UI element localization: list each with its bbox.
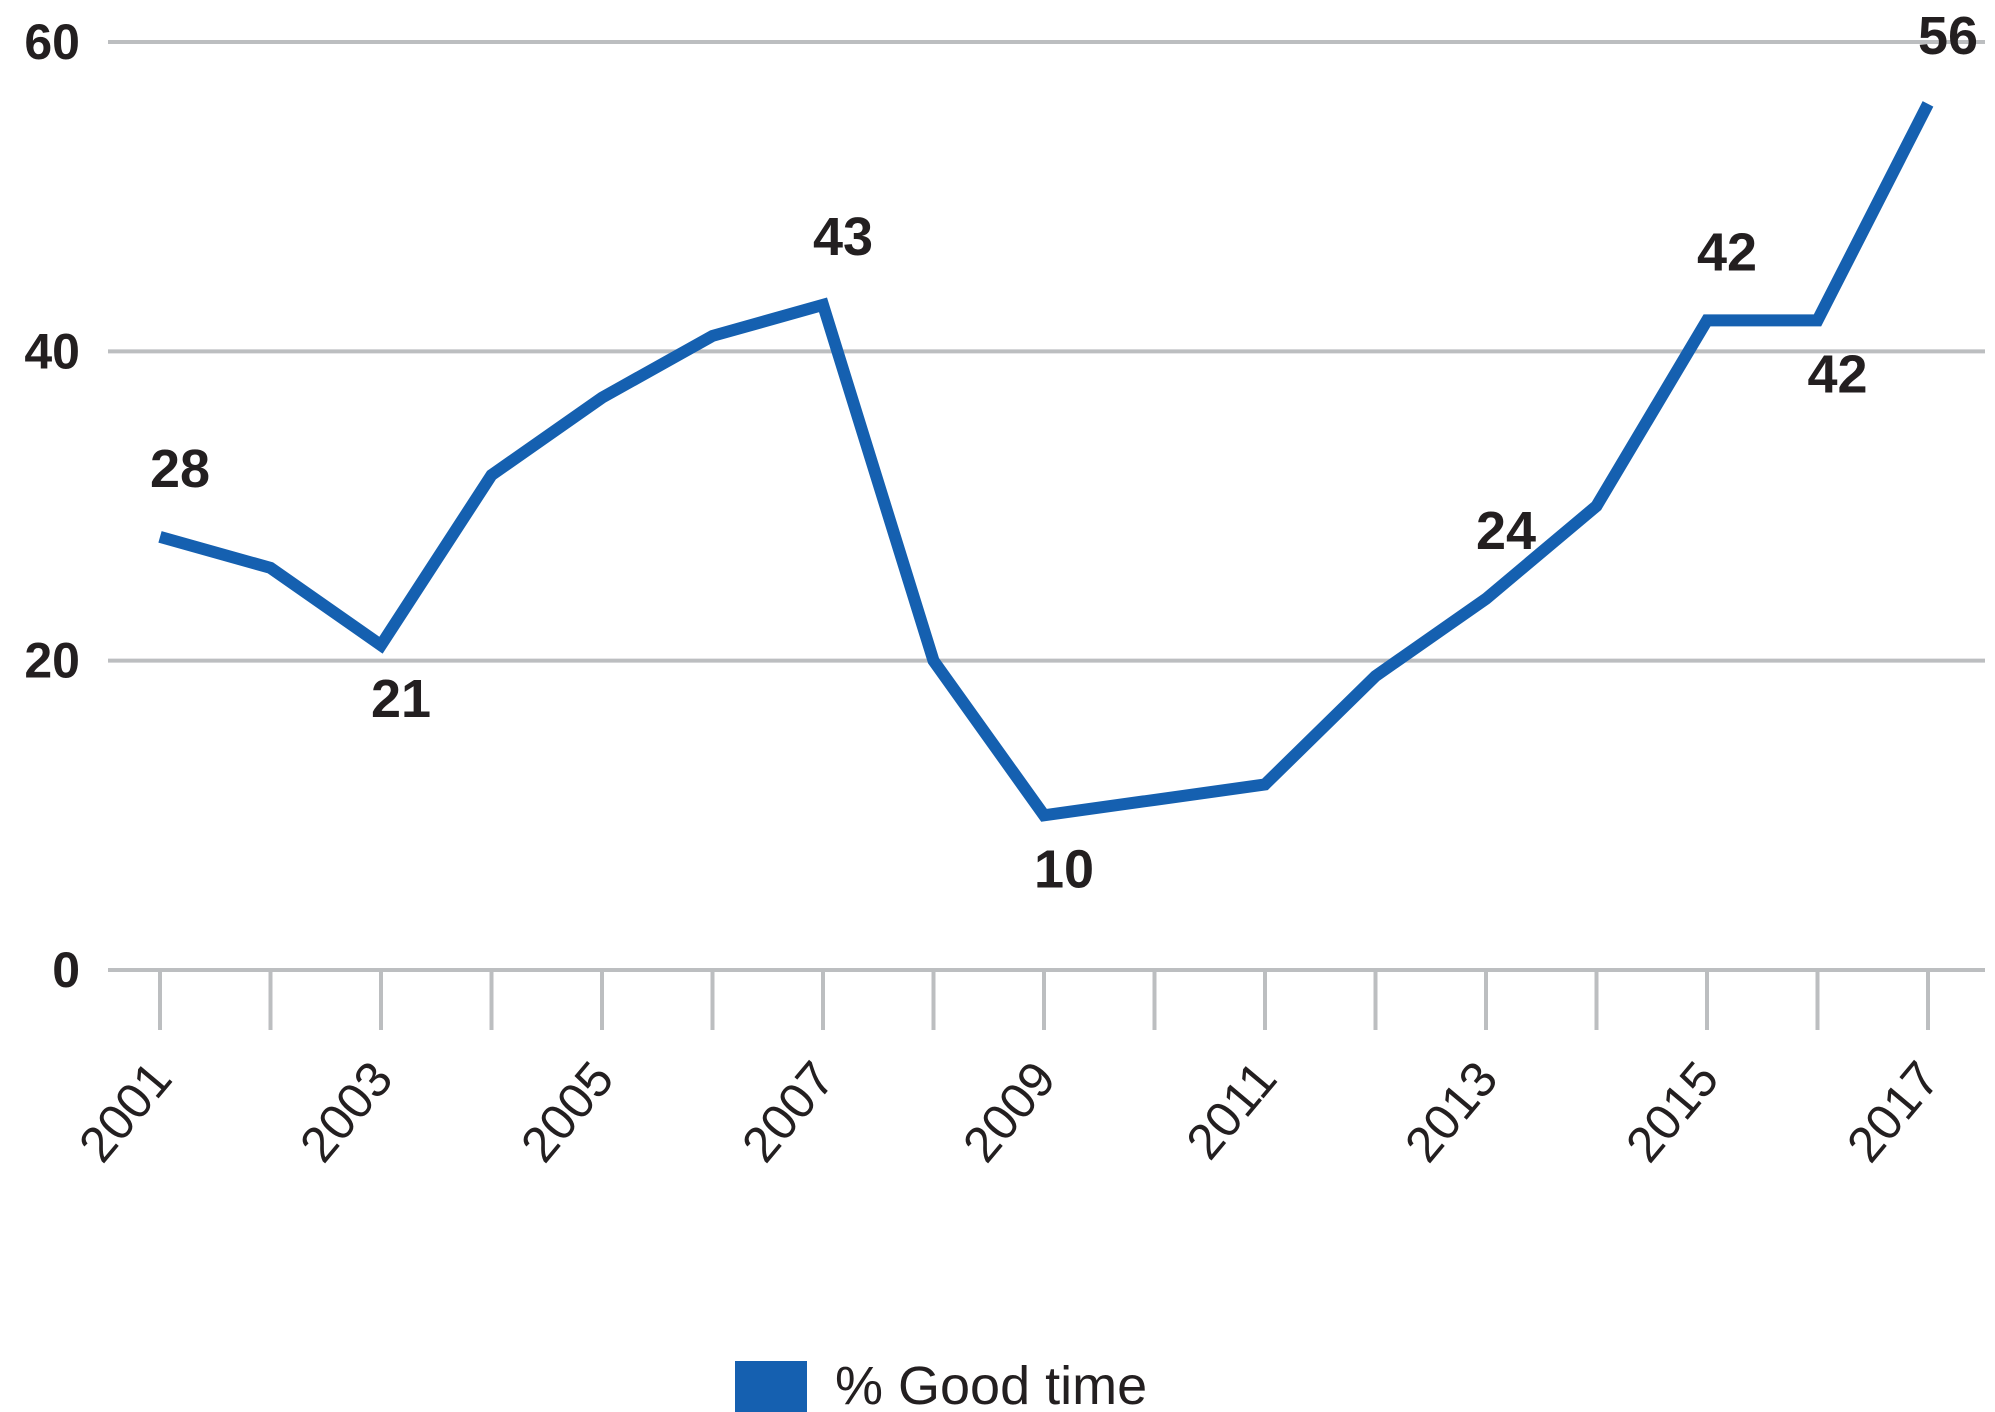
x-tick-label: 2011: [1175, 1051, 1287, 1169]
data-label: 28: [150, 439, 210, 499]
x-tick-label: 2003: [289, 1051, 403, 1172]
x-tick-label: 2013: [1394, 1051, 1508, 1172]
data-label: 24: [1476, 501, 1536, 561]
data-label: 10: [1034, 839, 1094, 899]
y-axis-ticks: 0 20 40 60: [24, 14, 80, 998]
legend-swatch: [735, 1361, 807, 1412]
data-label: 42: [1807, 344, 1867, 404]
y-tick-label: 40: [24, 323, 80, 379]
x-tick-label: 2017: [1836, 1051, 1950, 1172]
y-tick-label: 60: [24, 14, 80, 70]
data-label: 56: [1918, 6, 1978, 66]
series-good-time: [158, 101, 1934, 822]
x-tick-label: 2009: [952, 1051, 1066, 1172]
x-axis-ticks: 2001 2003 2005 2007 2009 2011 2013 2015 2017: [68, 970, 1950, 1172]
legend-label: % Good time: [835, 1356, 1147, 1412]
data-label: 21: [371, 669, 431, 729]
x-tick-label: 2015: [1615, 1051, 1729, 1172]
y-tick-label: 20: [24, 633, 80, 689]
series-line: [158, 101, 1934, 822]
data-label: 43: [813, 207, 873, 267]
gridlines: [108, 40, 1985, 972]
legend: % Good time: [735, 1356, 1147, 1412]
x-tick-label: 2007: [731, 1051, 845, 1172]
y-tick-label: 0: [52, 942, 80, 998]
data-labels: 28 21 43 10 24 42 42 56: [150, 6, 1978, 899]
x-tick-label: 2001: [68, 1051, 182, 1172]
data-label: 42: [1697, 222, 1757, 282]
x-tick-label: 2005: [510, 1051, 624, 1172]
